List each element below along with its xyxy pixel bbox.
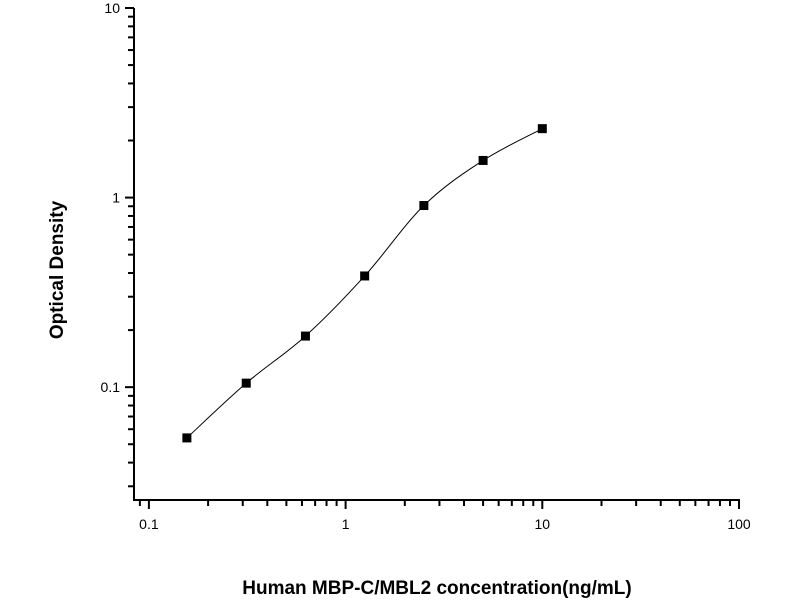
- y-tick-label: 0.1: [101, 379, 121, 395]
- fit-curve: [186, 128, 543, 439]
- data-point: [300, 331, 310, 341]
- data-point: [478, 155, 488, 165]
- data-point: [241, 378, 251, 388]
- data-point: [360, 271, 370, 281]
- x-tick-label: 0.1: [139, 516, 159, 532]
- x-tick-label: 10: [535, 516, 551, 532]
- x-tick-label: 100: [727, 516, 751, 532]
- x-axis-label: Human MBP-C/MBL2 concentration(ng/mL): [242, 578, 632, 599]
- y-axis-label: Optical Density: [47, 200, 68, 339]
- data-point: [537, 124, 547, 134]
- y-tick-label: 10: [104, 0, 120, 16]
- y-tick-label: 1: [112, 190, 120, 206]
- data-point: [419, 201, 429, 211]
- data-point: [182, 433, 192, 443]
- x-tick-label: 1: [342, 516, 350, 532]
